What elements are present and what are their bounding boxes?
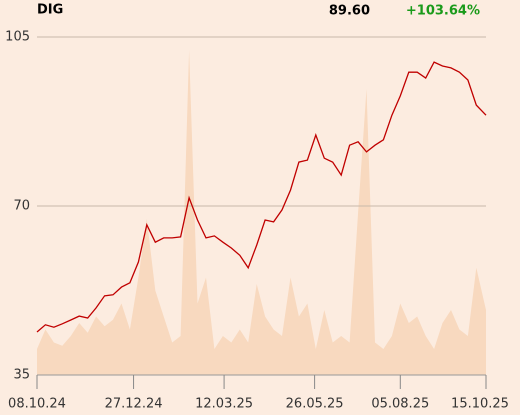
ticker: DIG [37,3,63,18]
x-tick-label: 08.10.24 [8,397,66,412]
x-tick-label: 26.05.25 [286,397,344,412]
x-tick-label: 05.08.25 [371,397,429,412]
x-tick-label: 27.12.24 [105,397,163,412]
price: 89.60 [329,4,370,19]
y-tick-label: 35 [13,368,30,383]
change: +103.64% [406,4,480,19]
y-tick-label: 70 [13,199,30,214]
price-line [36,61,487,333]
x-tick-label: 15.10.25 [451,397,509,412]
volume-area [37,50,486,375]
y-tick-label: 105 [5,30,30,45]
x-tick-label: 12.03.25 [195,397,253,412]
